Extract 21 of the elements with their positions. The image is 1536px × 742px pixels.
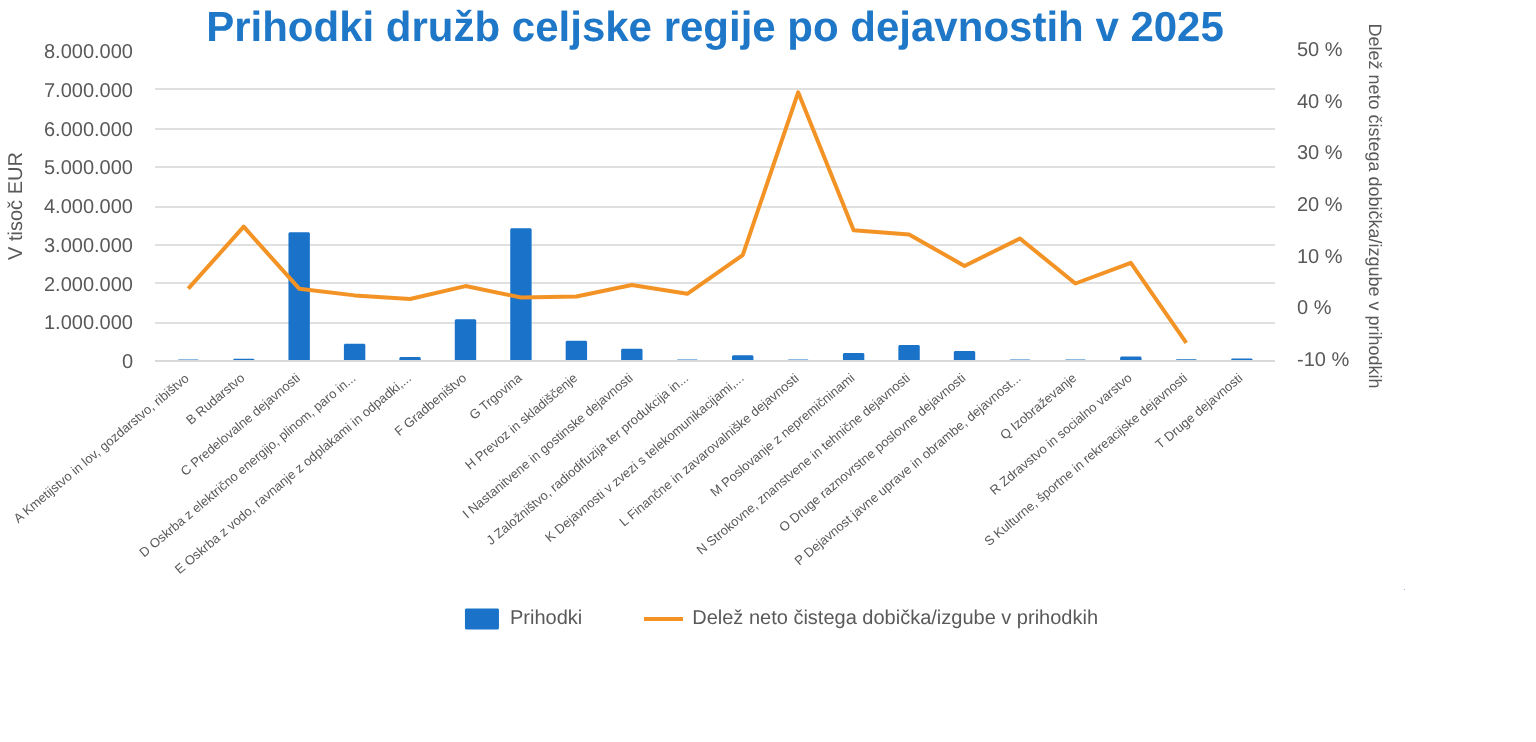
y2-tick-label: -10 % bbox=[1297, 350, 1350, 372]
y-tick-label: 4.000.000 bbox=[44, 197, 134, 219]
y2-tick-label: 10 % bbox=[1297, 246, 1343, 269]
y2-tick-label: 50 % bbox=[1297, 40, 1343, 62]
y-tick-label: 6.000.000 bbox=[44, 119, 134, 142]
y2-tick-label: 30 % bbox=[1297, 143, 1343, 166]
legend-label: Prihodki bbox=[509, 606, 583, 630]
y-tick-label: 0 bbox=[121, 352, 134, 374]
y-tick-label: 8.000.000 bbox=[44, 42, 134, 64]
legend-label: Delež neto čistega dobička/izgube v prihodkih bbox=[692, 606, 1099, 630]
y-tick-label: 5.000.000 bbox=[44, 158, 134, 181]
chart-title: Prihodki družb celjske regije po dejavnostih v 2025 bbox=[206, 5, 1225, 51]
y-tick-label: 3.000.000 bbox=[44, 235, 134, 258]
y2-tick-label: 20 % bbox=[1297, 195, 1343, 217]
y2-tick-label: 0 % bbox=[1297, 298, 1332, 321]
y-axis-title: V tisoč EUR bbox=[6, 152, 29, 260]
y-tick-label: 7.000.000 bbox=[44, 80, 134, 103]
y2-tick-label: 40 % bbox=[1297, 91, 1343, 114]
y2-axis-title: Delež neto čistega dobička/izgube v prihodkih bbox=[1365, 23, 1386, 389]
y-tick-label: 2.000.000 bbox=[44, 274, 134, 297]
y-tick-label: 1.000.000 bbox=[44, 313, 134, 336]
